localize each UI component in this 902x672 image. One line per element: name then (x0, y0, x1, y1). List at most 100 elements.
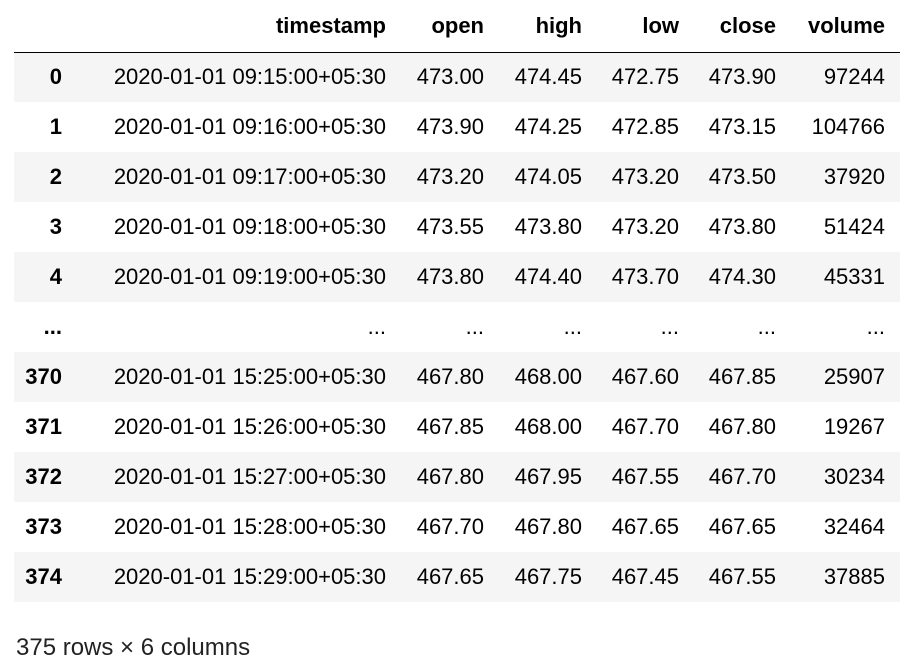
header-row: timestamp open high low close volume (14, 0, 900, 53)
cell-close: 467.80 (708, 414, 776, 439)
cell-volume: 37885 (823, 564, 885, 589)
table-row: 1 2020-01-01 09:16:00+05:30 473.90 474.25 47… (14, 102, 900, 152)
cell-timestamp: 2020-01-01 09:15:00+05:30 (113, 64, 386, 90)
cell-volume: 32464 (823, 514, 885, 539)
dataframe-table: timestamp open high low close volume 0 20… (14, 0, 900, 602)
row-index: 2 (49, 164, 62, 189)
cell-high: 467.95 (514, 464, 582, 489)
cell-open: 473.80 (416, 264, 484, 289)
cell-volume: 25907 (823, 364, 885, 389)
cell-volume: 97244 (823, 64, 885, 90)
row-index: 3 (49, 214, 62, 239)
cell-low: 472.75 (611, 64, 679, 90)
row-index: 4 (49, 264, 62, 289)
row-index: 1 (49, 114, 62, 139)
cell-timestamp: 2020-01-01 15:26:00+05:30 (113, 414, 386, 439)
cell-low: 467.55 (611, 464, 679, 489)
cell-close: 474.30 (708, 264, 776, 289)
cell-close: 473.50 (708, 164, 776, 189)
column-header-high: high (498, 0, 596, 53)
cell-high: 468.00 (514, 364, 582, 389)
row-index: 373 (25, 514, 62, 539)
cell-open: 467.65 (416, 564, 484, 589)
cell-timestamp: 2020-01-01 15:29:00+05:30 (113, 564, 386, 589)
cell-timestamp: 2020-01-01 09:16:00+05:30 (113, 114, 386, 139)
ellipsis-row: ..................... (14, 302, 900, 352)
table-row: 372 2020-01-01 15:27:00+05:30 467.80 467.95… (14, 452, 900, 502)
cell-high: 474.05 (514, 164, 582, 189)
index-header (14, 0, 76, 53)
cell-volume: 45331 (823, 264, 885, 289)
cell-volume: ... (866, 314, 885, 339)
cell-open: 467.85 (416, 414, 484, 439)
cell-volume: 104766 (811, 114, 885, 139)
cell-low: 473.20 (611, 164, 679, 189)
cell-volume: 19267 (823, 414, 885, 439)
cell-high: 474.25 (514, 114, 582, 139)
cell-low: 473.20 (611, 214, 679, 239)
cell-close: 473.80 (708, 214, 776, 239)
cell-high: 467.80 (514, 514, 582, 539)
cell-high: 467.75 (514, 564, 582, 589)
cell-volume: 37920 (823, 164, 885, 189)
column-header-close: close (693, 0, 790, 53)
column-header-timestamp: timestamp (76, 0, 400, 53)
column-header-low: low (596, 0, 693, 53)
cell-close: 467.65 (708, 514, 776, 539)
cell-high: 468.00 (514, 414, 582, 439)
cell-open: 473.55 (416, 214, 484, 239)
row-index: ... (43, 314, 62, 339)
cell-close: ... (757, 314, 776, 339)
cell-timestamp: 2020-01-01 09:19:00+05:30 (113, 264, 386, 289)
cell-open: 473.00 (416, 64, 484, 90)
cell-timestamp: 2020-01-01 15:27:00+05:30 (113, 464, 386, 489)
dataframe-shape-label: 375 rows × 6 columns (16, 634, 251, 661)
cell-low: 467.70 (611, 414, 679, 439)
table-row: 373 2020-01-01 15:28:00+05:30 467.70 467.80… (14, 502, 900, 552)
cell-low: 467.45 (611, 564, 679, 589)
cell-open: ... (465, 314, 484, 339)
cell-low: 467.65 (611, 514, 679, 539)
cell-open: 473.90 (416, 114, 484, 139)
table-row: 374 2020-01-01 15:29:00+05:30 467.65 467.75… (14, 552, 900, 602)
row-index: 374 (25, 564, 62, 589)
cell-low: ... (660, 314, 679, 339)
cell-close: 467.70 (708, 464, 776, 489)
cell-open: 473.20 (416, 164, 484, 189)
table-row: 3 2020-01-01 09:18:00+05:30 473.55 473.80 47… (14, 202, 900, 252)
cell-open: 467.80 (416, 464, 484, 489)
table-row: 2 2020-01-01 09:17:00+05:30 473.20 474.05 47… (14, 152, 900, 202)
table-header: timestamp open high low close volume (14, 0, 900, 53)
cell-low: 472.85 (611, 114, 679, 139)
cell-timestamp: 2020-01-01 09:18:00+05:30 (113, 214, 386, 239)
cell-timestamp: 2020-01-01 15:25:00+05:30 (113, 364, 386, 389)
cell-close: 467.55 (708, 564, 776, 589)
dataframe-output: timestamp open high low close volume 0 20… (14, 0, 900, 602)
table-row: 370 2020-01-01 15:25:00+05:30 467.80 468.00… (14, 352, 900, 402)
cell-volume: 30234 (823, 464, 885, 489)
cell-high: 474.45 (514, 64, 582, 90)
column-header-volume: volume (790, 0, 900, 53)
column-header-open: open (400, 0, 498, 53)
cell-timestamp: ... (367, 314, 386, 339)
row-index: 0 (49, 64, 62, 90)
cell-high: 473.80 (514, 214, 582, 239)
table-row: 4 2020-01-01 09:19:00+05:30 473.80 474.40 47… (14, 252, 900, 302)
cell-low: 467.60 (611, 364, 679, 389)
cell-timestamp: 2020-01-01 09:17:00+05:30 (113, 164, 386, 189)
cell-open: 467.80 (416, 364, 484, 389)
row-index: 372 (25, 464, 62, 489)
cell-close: 473.15 (708, 114, 776, 139)
cell-open: 467.70 (416, 514, 484, 539)
table-row: 371 2020-01-01 15:26:00+05:30 467.85 468.00… (14, 402, 900, 452)
cell-close: 473.90 (708, 64, 776, 90)
table-row: 0 2020-01-01 09:15:00+05:30 473.00 474.45 47… (14, 52, 900, 102)
cell-close: 467.85 (708, 364, 776, 389)
cell-timestamp: 2020-01-01 15:28:00+05:30 (113, 514, 386, 539)
row-index: 370 (25, 364, 62, 389)
cell-high: ... (563, 314, 582, 339)
cell-high: 474.40 (514, 264, 582, 289)
cell-volume: 51424 (823, 214, 885, 239)
table-body: 0 2020-01-01 09:15:00+05:30 473.00 474.45 47… (14, 52, 900, 602)
row-index: 371 (25, 414, 62, 439)
